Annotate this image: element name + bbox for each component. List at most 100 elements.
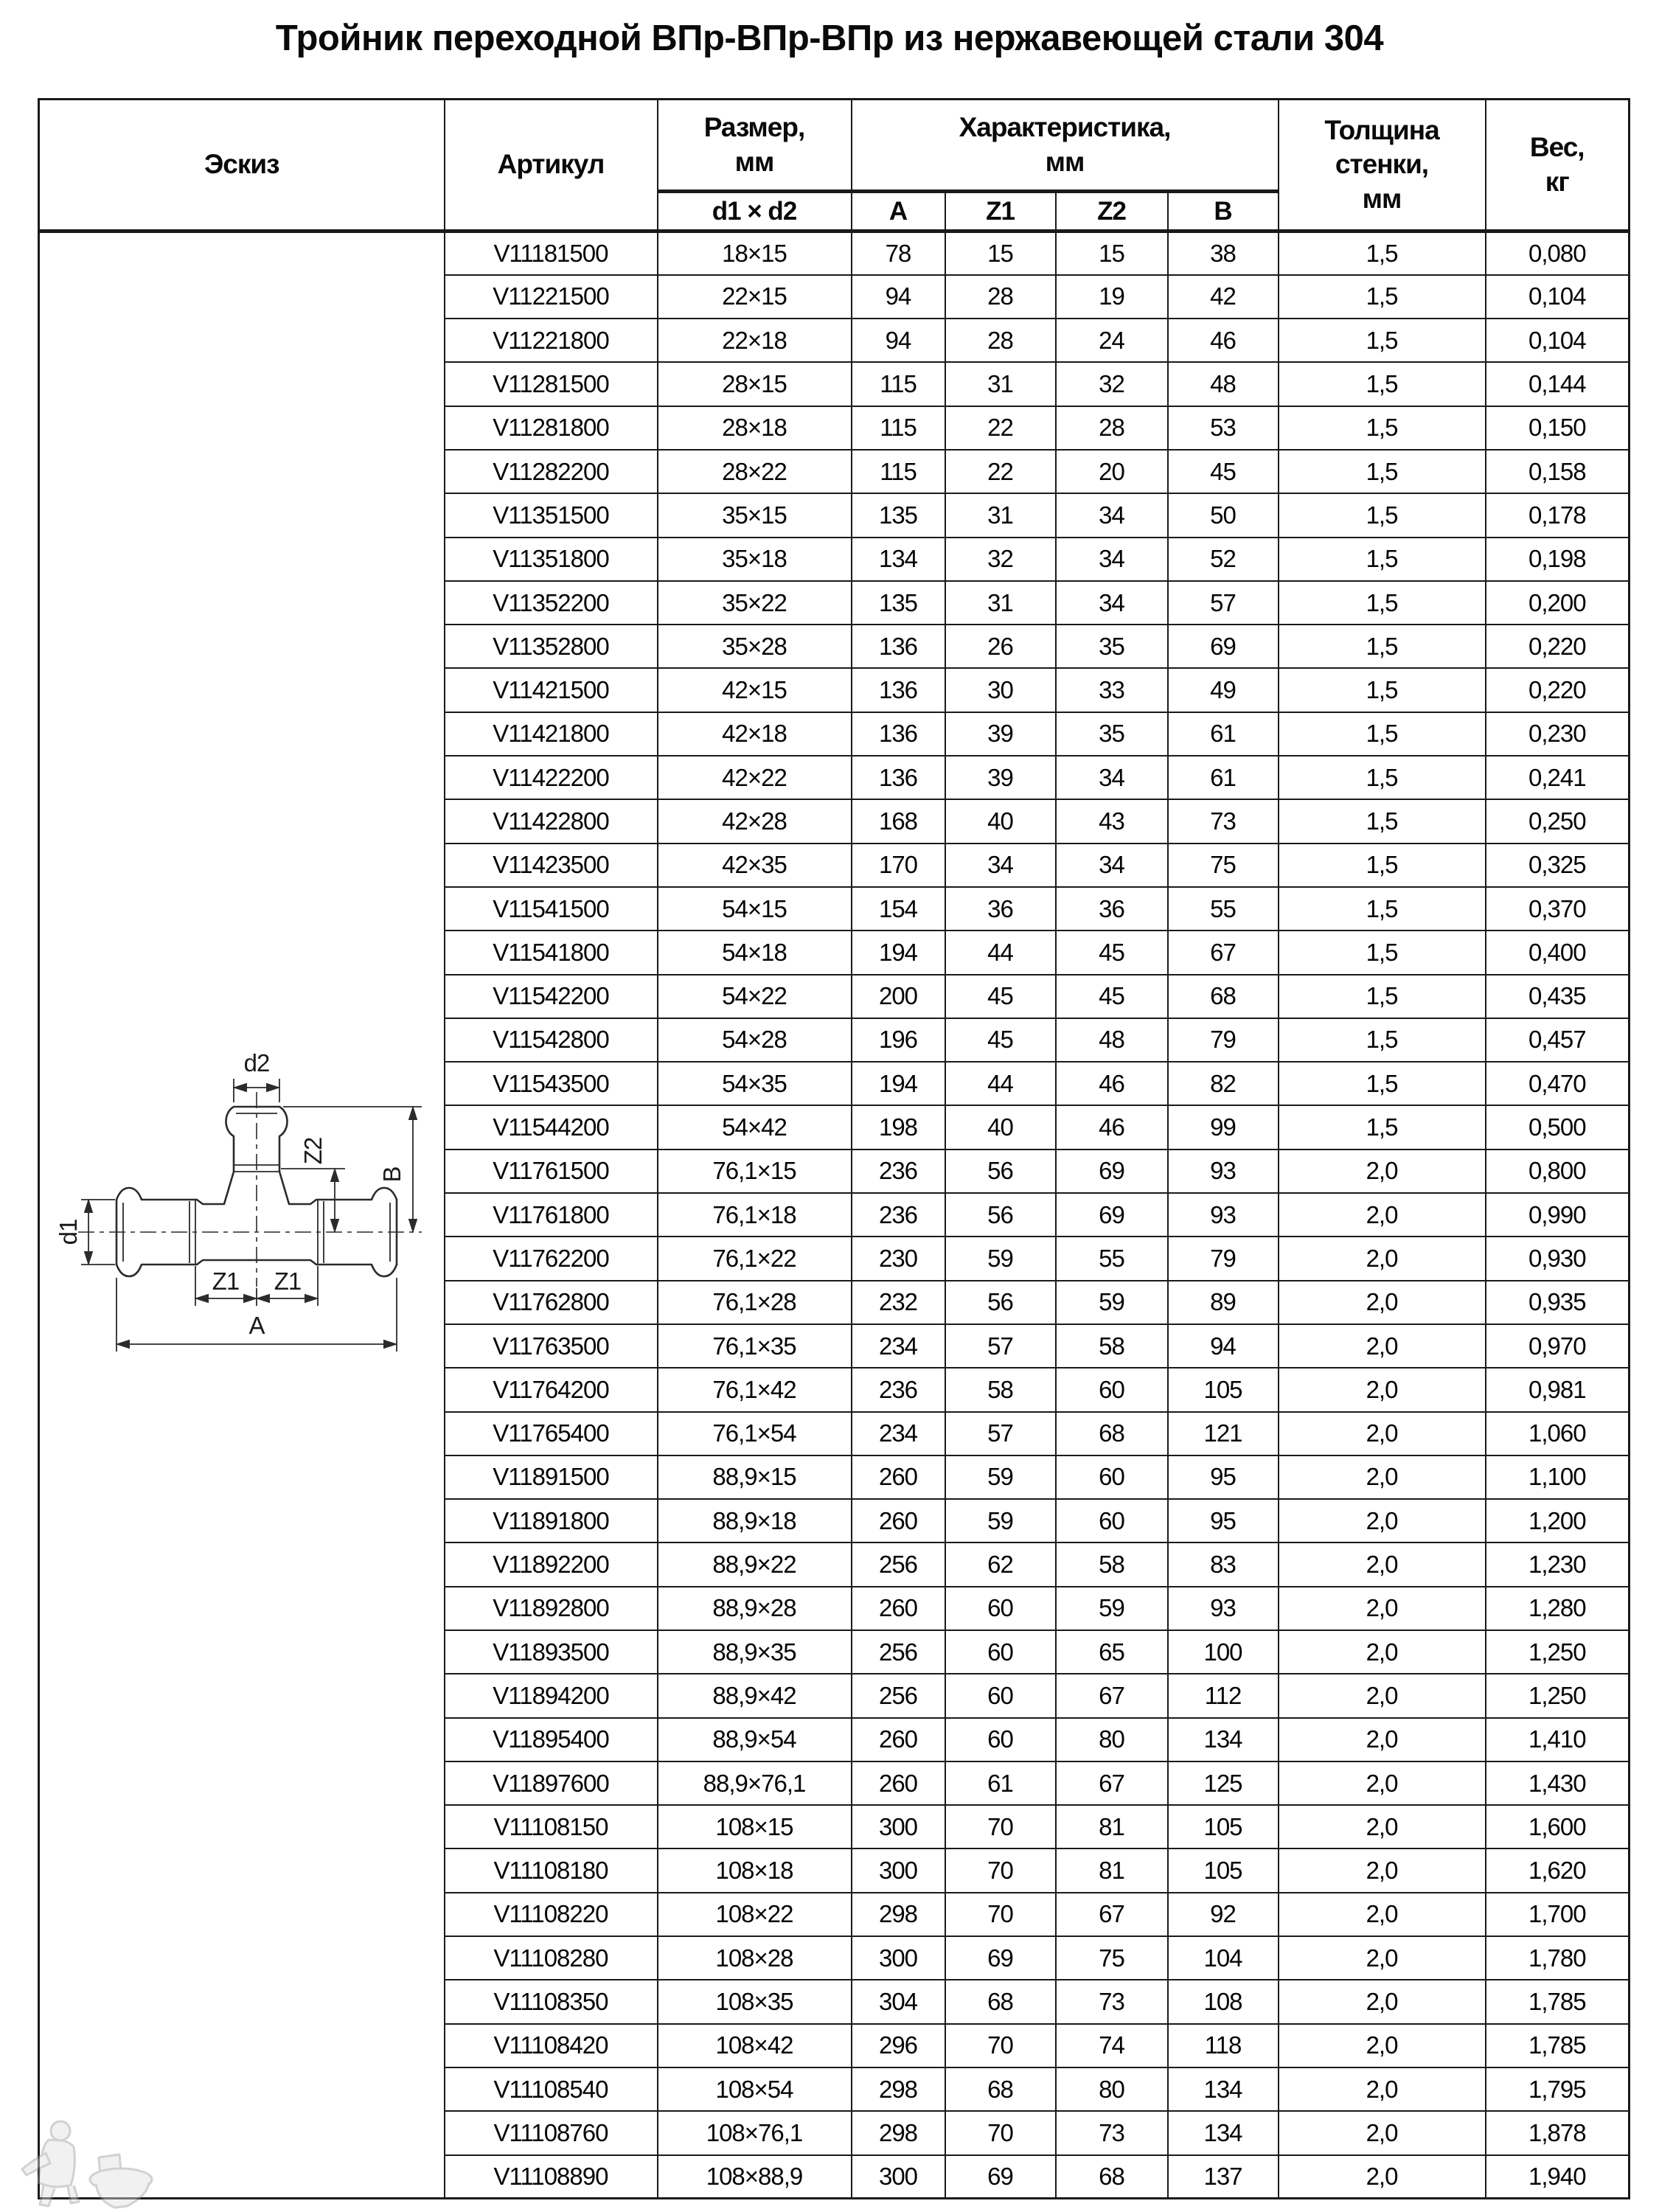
weight-cell: 0,150 (1484, 405, 1630, 451)
z1-cell: 28 (944, 318, 1057, 364)
wall-thickness-cell: 2,0 (1277, 1542, 1486, 1587)
size-cell: 108×42 (656, 2023, 852, 2068)
z2-cell: 19 (1054, 274, 1169, 320)
table-row: V11765400 76,1×54 234 57 68 121 2,0 1,060 (39, 1411, 1630, 1456)
b-cell: 45 (1166, 448, 1279, 495)
header-sketch: Эскиз (38, 98, 445, 233)
size-cell: 88,9×76,1 (656, 1760, 852, 1806)
wall-thickness-cell: 2,0 (1277, 1236, 1486, 1281)
z2-cell: 81 (1054, 1848, 1169, 1893)
z2-cell: 45 (1054, 930, 1169, 975)
b-cell: 61 (1166, 711, 1279, 757)
size-cell: 54×42 (656, 1105, 852, 1150)
table-row: V11421500 42×15 136 30 33 49 1,5 0,220 (39, 667, 1630, 713)
table-row: V11108540 108×54 298 68 80 134 2,0 1,795 (39, 2066, 1630, 2112)
z1-cell: 69 (944, 1935, 1057, 1981)
header-size-d1d2: d1 × d2 (656, 190, 852, 233)
article-cell: V11282200 (443, 448, 658, 495)
wall-thickness-cell: 1,5 (1277, 624, 1486, 669)
table-row: d2 Z2 B d1 Z1 Z1 A V11181500 18×15 78 15 15 3 (38, 230, 1630, 2199)
b-cell: 73 (1166, 799, 1279, 844)
b-cell: 105 (1166, 1804, 1279, 1850)
wall-thickness-cell: 2,0 (1277, 2154, 1486, 2199)
z1-cell: 22 (944, 448, 1057, 495)
article-cell: V11541500 (443, 886, 658, 932)
a-cell: 256 (850, 1673, 946, 1719)
z2-cell: 35 (1054, 624, 1169, 669)
article-cell: V11891500 (443, 1454, 658, 1500)
size-cell: 108×15 (656, 1804, 852, 1850)
a-cell: 236 (850, 1367, 946, 1413)
z1-cell: 40 (944, 799, 1057, 844)
table-row: V11108890 108×88,9 300 69 68 137 2,0 1,940 (39, 2154, 1630, 2199)
table-row: V11761800 76,1×18 236 56 69 93 2,0 0,990 (39, 1192, 1630, 1238)
weight-cell: 0,220 (1484, 667, 1630, 713)
size-cell: 88,9×35 (656, 1629, 852, 1675)
wall-thickness-cell: 2,0 (1277, 1891, 1486, 1938)
article-cell: V11542200 (443, 973, 658, 1019)
article-cell: V11421800 (443, 711, 658, 757)
weight-cell: 1,430 (1484, 1760, 1630, 1806)
z1-left-dimension-label: Z1 (212, 1267, 239, 1295)
table-row: V11108420 108×42 296 70 74 118 2,0 1,785 (39, 2023, 1630, 2068)
wall-thickness-cell: 2,0 (1277, 1760, 1486, 1806)
table-header: Эскиз Артикул Размер, мм Характеристика,… (38, 98, 1630, 233)
size-cell: 76,1×35 (656, 1323, 852, 1369)
b-cell: 57 (1166, 580, 1279, 626)
page-title: Тройник переходной ВПр-ВПр-ВПр из нержав… (275, 18, 1384, 58)
article-cell: V11541800 (443, 930, 658, 975)
z2-cell: 60 (1054, 1498, 1169, 1544)
z1-cell: 34 (944, 842, 1057, 888)
a-cell: 298 (850, 1891, 946, 1938)
b-cell: 67 (1166, 930, 1279, 975)
fittings-table: Эскиз Артикул Размер, мм Характеристика,… (38, 98, 1631, 2200)
weight-cell: 0,104 (1484, 318, 1630, 364)
a-cell: 260 (850, 1454, 946, 1500)
a-cell: 78 (850, 230, 946, 276)
weight-cell: 0,500 (1484, 1105, 1630, 1150)
wall-thickness-cell: 2,0 (1277, 1323, 1486, 1369)
z1-cell: 59 (944, 1498, 1057, 1544)
watermark-plumber-logo (21, 2120, 153, 2209)
size-cell: 35×18 (656, 536, 852, 582)
a-cell: 298 (850, 2066, 946, 2112)
a-cell: 194 (850, 930, 946, 975)
z1-cell: 28 (944, 274, 1057, 320)
table-row: V11892800 88,9×28 260 60 59 93 2,0 1,280 (39, 1585, 1630, 1632)
table-row: V11108180 108×18 300 70 81 105 2,0 1,620 (39, 1848, 1630, 1893)
z2-cell: 43 (1054, 799, 1169, 844)
article-cell: V11897600 (443, 1760, 658, 1806)
weight-cell: 1,250 (1484, 1673, 1630, 1719)
table-row: V11762200 76,1×22 230 59 55 79 2,0 0,930 (39, 1236, 1630, 1281)
table-row: V11543500 54×35 194 44 46 82 1,5 0,470 (39, 1061, 1630, 1107)
b-cell: 42 (1166, 274, 1279, 320)
weight-cell: 1,785 (1484, 1979, 1630, 2025)
table-row: V11542800 54×28 196 45 48 79 1,5 0,457 (39, 1017, 1630, 1063)
size-cell: 76,1×28 (656, 1279, 852, 1325)
a-cell: 300 (850, 1935, 946, 1981)
a-cell: 115 (850, 361, 946, 407)
z1-cell: 60 (944, 1717, 1057, 1762)
table-row: V11281800 28×18 115 22 28 53 1,5 0,150 (39, 405, 1630, 451)
b-cell: 75 (1166, 842, 1279, 888)
weight-cell: 1,620 (1484, 1848, 1630, 1893)
z1-cell: 32 (944, 536, 1057, 582)
z2-cell: 69 (1054, 1192, 1169, 1238)
wall-thickness-cell: 1,5 (1277, 230, 1486, 276)
z2-cell: 67 (1054, 1891, 1169, 1938)
article-cell: V11893500 (443, 1629, 658, 1675)
table-row: V11422800 42×28 168 40 43 73 1,5 0,250 (39, 799, 1630, 844)
a-extension-lines (115, 1278, 397, 1352)
a-dimension-label: A (248, 1312, 265, 1339)
z2-cell: 58 (1054, 1323, 1169, 1369)
size-cell: 76,1×22 (656, 1236, 852, 1281)
size-cell: 42×15 (656, 667, 852, 713)
z2-cell: 15 (1054, 230, 1169, 276)
weight-cell: 0,080 (1484, 230, 1630, 276)
article-cell: V11542800 (443, 1017, 658, 1063)
z2-cell: 34 (1054, 536, 1169, 582)
b-cell: 49 (1166, 667, 1279, 713)
z2-cell: 60 (1054, 1367, 1169, 1413)
z2-cell: 34 (1054, 580, 1169, 626)
b-cell: 68 (1166, 973, 1279, 1019)
